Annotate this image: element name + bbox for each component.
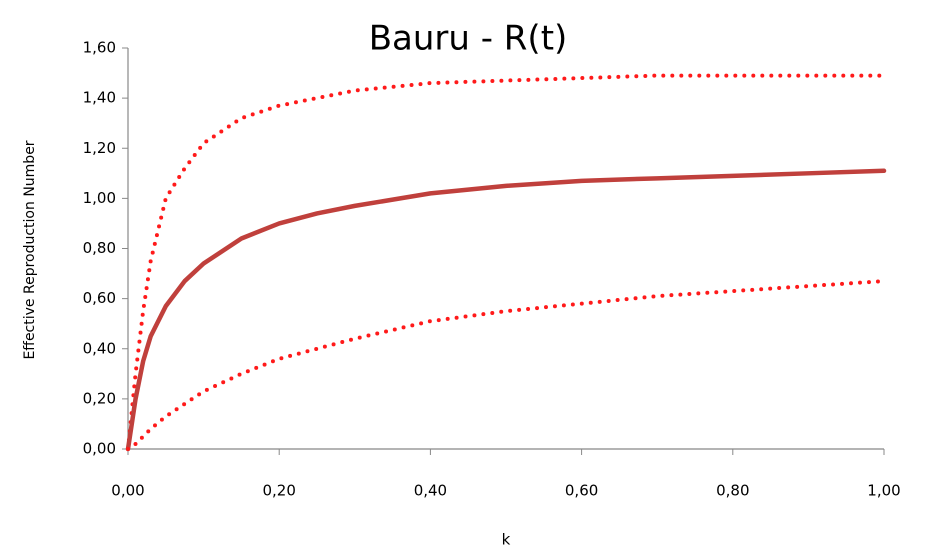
x-axis-label: k (502, 531, 511, 549)
x-tick-label: 0,00 (111, 482, 144, 500)
x-tick-label: 0,80 (716, 482, 749, 500)
y-tick-label: 0,40 (83, 339, 116, 357)
series-line (126, 279, 886, 451)
y-tick-label: 1,60 (83, 39, 116, 57)
y-tick-label: 1,00 (83, 189, 116, 207)
series-line (126, 73, 886, 451)
y-tick-label: 0,20 (83, 389, 116, 407)
y-tick-label: 1,20 (83, 139, 116, 157)
y-tick-label: 1,40 (83, 89, 116, 107)
chart-title: Bauru - R(t) (369, 19, 568, 59)
y-tick-label: 0,60 (83, 289, 116, 307)
y-axis-label: Effective Reproduction Number (22, 140, 38, 359)
x-tick-label: 0,40 (414, 482, 447, 500)
x-tick-label: 1,00 (867, 482, 900, 500)
x-tick-label: 0,60 (565, 482, 598, 500)
y-tick-label: 0,00 (83, 440, 116, 458)
y-tick-label: 0,80 (83, 239, 116, 257)
series-line (125, 168, 887, 452)
x-tick-label: 0,20 (262, 482, 295, 500)
